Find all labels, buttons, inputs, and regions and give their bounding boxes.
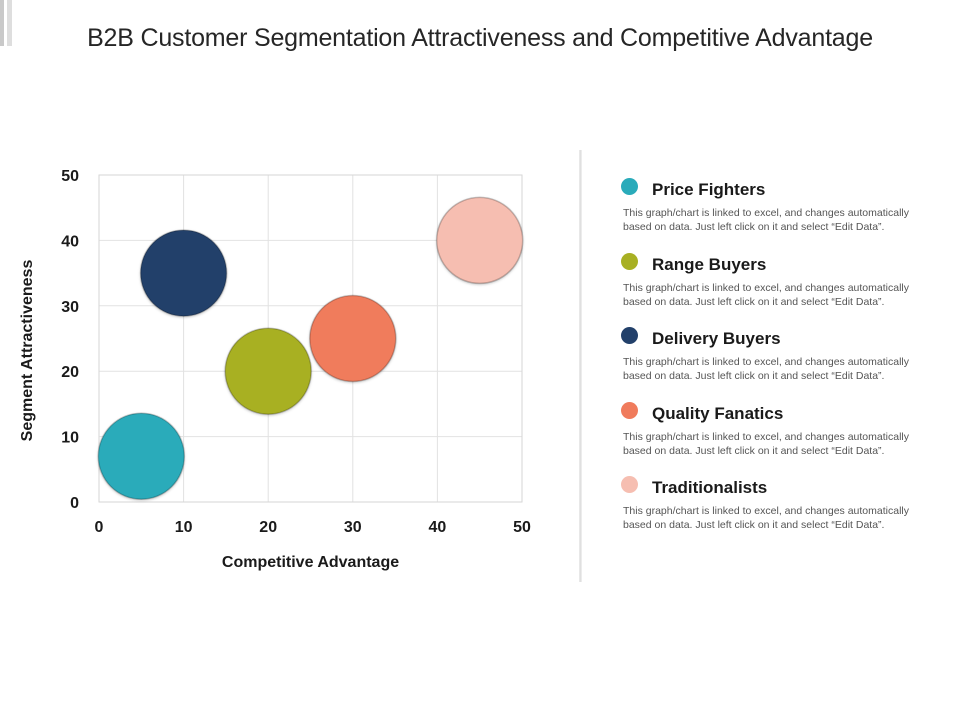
- y-tick-label: 40: [61, 233, 79, 250]
- legend-name: Delivery Buyers: [652, 329, 781, 348]
- slide-corner-mark: [0, 0, 12, 46]
- bubble-point: [309, 294, 397, 383]
- y-tick-label: 10: [61, 430, 79, 447]
- legend-name: Traditionalists: [652, 478, 768, 497]
- legend-dot: [621, 327, 638, 344]
- legend-description: This graph/chart is linked to excel, and…: [623, 430, 909, 457]
- legend-name: Range Buyers: [652, 254, 767, 274]
- x-axis-title: Competitive Advantage: [222, 554, 399, 571]
- legend-dot: [621, 401, 638, 419]
- legend-name: Quality Fanatics: [652, 403, 784, 423]
- legend-dot: [621, 476, 638, 493]
- bubble-point: [224, 327, 312, 415]
- legend: Price Fighters This graph/chart is linke…: [620, 176, 920, 549]
- y-tick-label: 30: [61, 299, 79, 316]
- legend-item: Delivery Buyers This graph/chart is link…: [620, 325, 920, 400]
- y-tick-label: 50: [61, 168, 79, 185]
- legend-item: Traditionalists This graph/chart is link…: [620, 474, 920, 549]
- y-axis-title: Segment Attractiveness: [19, 260, 36, 442]
- legend-name: Price Fighters: [652, 180, 766, 199]
- x-tick-label: 30: [344, 519, 362, 536]
- corner-bar: [0, 0, 4, 46]
- x-tick-label: 10: [175, 519, 193, 536]
- plot-area: [98, 174, 523, 503]
- bubble-point: [97, 412, 186, 500]
- bubble-point: [139, 229, 228, 317]
- legend-description: This graph/chart is linked to excel, and…: [623, 207, 909, 233]
- x-tick-label: 40: [429, 519, 447, 536]
- legend-description: This graph/chart is linked to excel, and…: [623, 505, 909, 531]
- y-tick-label: 0: [70, 495, 79, 512]
- legend-item: Price Fighters This graph/chart is linke…: [620, 176, 920, 251]
- page-title: B2B Customer Segmentation Attractiveness…: [87, 24, 873, 52]
- legend-description: This graph/chart is linked to excel, and…: [623, 356, 909, 382]
- legend-item: Range Buyers This graph/chart is linked …: [620, 251, 920, 326]
- bubbles: [97, 196, 524, 500]
- bubble-point: [435, 196, 524, 285]
- x-tick-label: 0: [95, 519, 104, 536]
- axis-ticks: 0 10 20 30 40 50 0 10 20 30 40 50: [61, 168, 531, 536]
- divider: [579, 150, 582, 582]
- legend-item: Quality Fanatics This graph/chart is lin…: [620, 400, 920, 475]
- y-tick-label: 20: [61, 364, 79, 381]
- corner-bar: [7, 0, 12, 46]
- legend-dot: [621, 178, 638, 195]
- x-tick-label: 20: [259, 519, 277, 536]
- legend-description: This graph/chart is linked to excel, and…: [623, 281, 909, 308]
- x-tick-label: 50: [513, 519, 531, 536]
- legend-dot: [621, 252, 638, 270]
